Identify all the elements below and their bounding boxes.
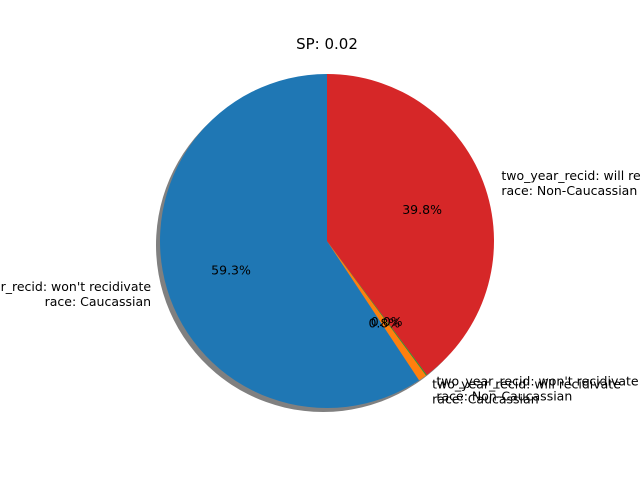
slice-two-year-recid-won-t-recidivate-race-non-caucassian — [327, 241, 427, 376]
pct-label-two-year-recid-won-t-recidivate-race-non-caucassian: 0.0% — [371, 314, 403, 329]
slice-label-two-year-recid-will-recidivate-race-caucassian: two_year_recid: will recidivate race: Cau… — [432, 377, 621, 407]
slice-label-line: race: Caucassian — [432, 392, 538, 407]
pie-slices — [160, 74, 494, 408]
slice-label-line: race: Non-Caucassian — [436, 389, 572, 404]
slice-label-line: two_year_recid: will recidivate — [432, 377, 621, 392]
slice-two-year-recid-won-t-recidivate-race-caucassian — [160, 74, 420, 408]
slice-label-line: race: Non-Caucassian — [501, 183, 637, 198]
slice-two-year-recid-will-recidivate-race-caucassian — [327, 241, 427, 381]
slice-label-line: race: Caucassian — [45, 294, 151, 309]
slice-label-two-year-recid-won-t-recidivate-race-non-caucassian: two_year_recid: won't recidivate race: No… — [436, 374, 639, 404]
pct-label-two-year-recid-will-recidivate-race-non-caucassian: 39.8% — [402, 202, 442, 217]
slice-two-year-recid-will-recidivate-race-non-caucassian — [327, 74, 494, 375]
chart-title: SP: 0.02 — [296, 35, 358, 53]
slice-label-line: two_year_recid: won't recidivate — [436, 374, 639, 389]
pct-label-two-year-recid-won-t-recidivate-race-caucassian: 59.3% — [211, 262, 251, 277]
slice-label-line: two_year_recid: won't recidivate — [0, 279, 151, 294]
pct-label-two-year-recid-will-recidivate-race-caucassian: 0.8% — [368, 316, 400, 331]
slice-label-line: two_year_recid: will recidivate — [501, 168, 640, 183]
pie-percent-labels: 59.3% 0.8%0.0% 39.8% — [211, 202, 442, 331]
